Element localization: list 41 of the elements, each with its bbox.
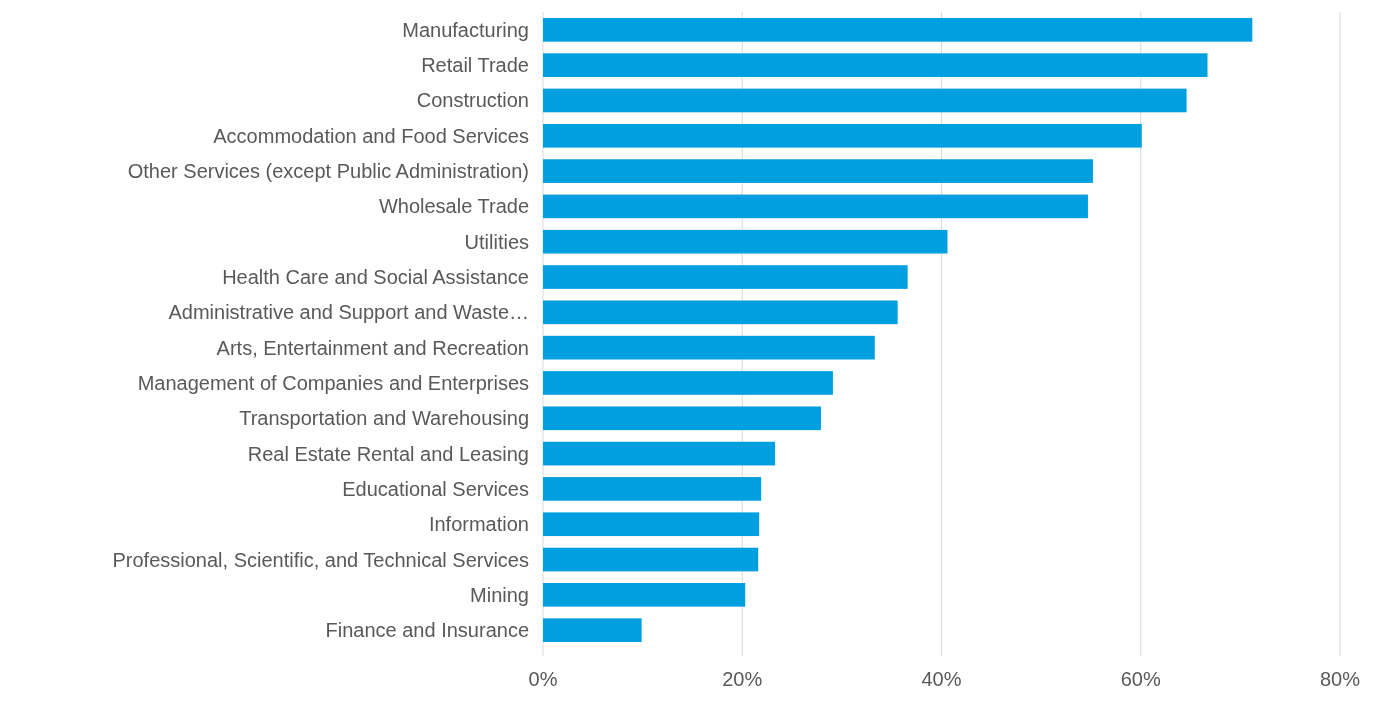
- bar: [543, 512, 760, 537]
- y-tick-label: Accommodation and Food Services: [213, 124, 529, 147]
- y-tick-label: Finance and Insurance: [325, 619, 529, 642]
- x-tick-label: 60%: [1120, 668, 1161, 690]
- y-tick-label: Manufacturing: [402, 18, 529, 41]
- bar: [543, 53, 1208, 77]
- y-tick-label: Transportation and Warehousing: [239, 407, 529, 430]
- bar: [543, 371, 833, 395]
- y-tick-label: Arts, Entertainment and Recreation: [216, 336, 529, 359]
- bar: [543, 547, 759, 572]
- x-tick-label: 20%: [722, 668, 763, 690]
- bar: [543, 441, 776, 466]
- y-tick-label: Other Services (except Public Administration): [127, 160, 529, 183]
- bar: [543, 406, 821, 431]
- bar: [543, 335, 875, 360]
- y-tick-label: Educational Services: [342, 477, 529, 500]
- y-tick-label: Wholesale Trade: [378, 195, 529, 218]
- x-tick-label: 0%: [528, 668, 558, 690]
- x-tick-label: 40%: [921, 668, 962, 690]
- y-tick-label: Retail Trade: [421, 54, 529, 77]
- y-tick-label: Construction: [416, 89, 529, 112]
- y-tick-label: Real Estate Rental and Leasing: [247, 442, 529, 465]
- bar: [543, 300, 898, 325]
- bar: [543, 265, 908, 289]
- bar: [543, 88, 1187, 113]
- bar: [543, 583, 746, 607]
- y-tick-label: Utilities: [464, 230, 529, 253]
- y-tick-label: Health Care and Social Assistance: [222, 266, 529, 289]
- y-tick-label: Management of Companies and Enterprises: [137, 371, 529, 394]
- y-tick-label: Professional, Scientific, and Technical Services: [112, 548, 529, 571]
- x-tick-label: 80%: [1319, 668, 1361, 690]
- bar: [543, 477, 762, 501]
- bar: [543, 618, 642, 642]
- bar: [543, 194, 1088, 219]
- bar: [543, 229, 948, 254]
- bar: [543, 159, 1093, 183]
- bar: [543, 18, 1253, 42]
- y-tick-label: Administrative and Support and Waste…: [168, 301, 529, 324]
- y-tick-label: Mining: [470, 583, 529, 606]
- bar: [543, 123, 1142, 148]
- y-tick-label: Information: [428, 513, 529, 536]
